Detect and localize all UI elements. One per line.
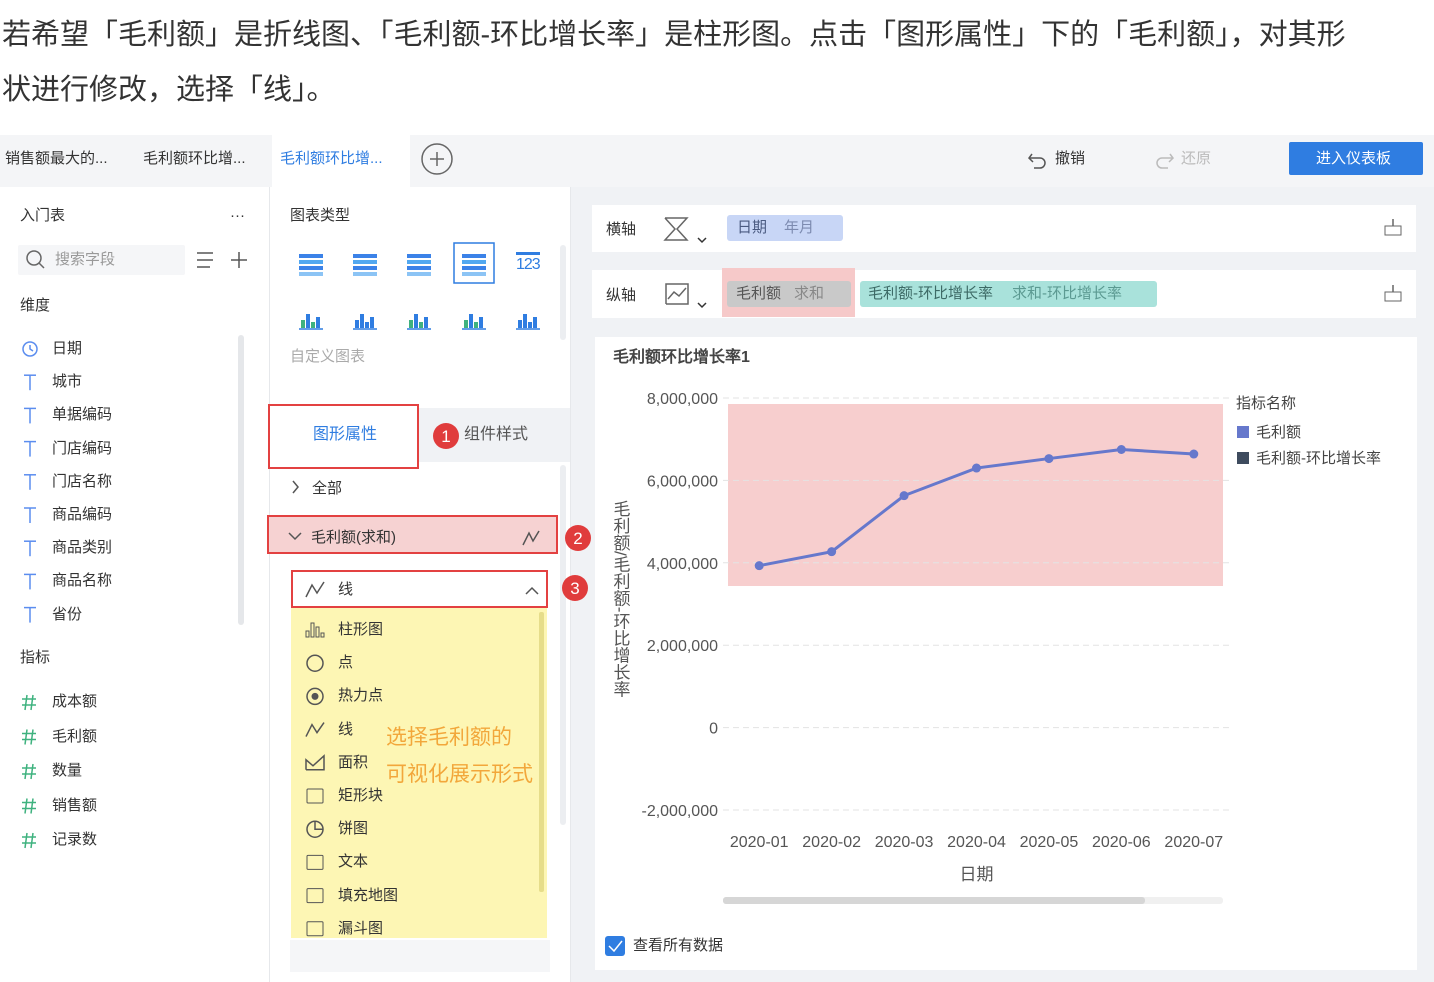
shape-option[interactable]: 点: [338, 654, 354, 672]
shape-option[interactable]: 热力点: [338, 687, 384, 705]
dimension-item[interactable]: 商品编码: [52, 506, 113, 523]
axis-label: 纵轴: [606, 287, 637, 304]
tab[interactable]: 组件样式: [464, 426, 529, 443]
section-title: 图表类型: [290, 207, 351, 224]
metric-item[interactable]: 成本额: [52, 693, 98, 710]
highlight-box[interactable]: [267, 515, 558, 554]
shape-option[interactable]: 文本: [338, 853, 369, 871]
dimension-item[interactable]: 门店名称: [52, 472, 113, 490]
undo[interactable]: 撤销: [1055, 150, 1086, 167]
menu[interactable]: ···: [230, 207, 245, 224]
shape-option[interactable]: 柱形图: [338, 621, 384, 638]
dimension-item[interactable]: 单据编码: [52, 406, 113, 424]
instruction: 若希望「毛利额」是折线图、「毛利额-环比增长率」是柱形图。点击「图形属性」下的「…: [2, 19, 1346, 106]
shape-option[interactable]: 面积: [338, 753, 369, 771]
tab[interactable]: 毛利额环比增...: [143, 150, 246, 167]
input: [290, 940, 550, 972]
highlight-box: [268, 404, 419, 469]
tab-bar: [0, 135, 1434, 187]
active-tab-bg: [272, 135, 410, 187]
field-sub: 求和-环比增长率: [1012, 285, 1122, 302]
enter-label[interactable]: 进入仪表板: [1316, 150, 1392, 167]
section-title: 维度: [20, 297, 51, 314]
annotation: 选择毛利额的: [386, 726, 512, 749]
metric-item[interactable]: 毛利额: [52, 727, 98, 745]
dimension-item[interactable]: 商品名称: [52, 572, 113, 590]
tree-item[interactable]: 全部: [312, 480, 343, 497]
chart-title: 毛利额环比增长率1: [613, 349, 750, 366]
shape-option[interactable]: 漏斗图: [338, 919, 384, 937]
redo[interactable]: 还原: [1181, 150, 1212, 167]
chart-card: [595, 337, 1417, 970]
axis-label: 横轴: [606, 221, 637, 238]
section-title: 指标: [20, 649, 51, 666]
left-panel: [0, 187, 270, 982]
section-title: 自定义图表: [290, 348, 366, 365]
shape-select[interactable]: 线: [338, 581, 354, 598]
field-name: 日期: [737, 219, 768, 236]
dimension-item[interactable]: 商品类别: [52, 539, 113, 557]
annotation: 可视化展示形式: [386, 763, 533, 786]
table-name: 入门表: [20, 207, 66, 224]
metric-item[interactable]: 数量: [52, 762, 83, 779]
highlight-box[interactable]: [291, 570, 548, 608]
shape-option[interactable]: 填充地图: [338, 886, 399, 904]
tab[interactable]: 毛利额环比增...: [280, 150, 383, 167]
shape-option[interactable]: 饼图: [338, 820, 369, 838]
y-field-pill[interactable]: [860, 281, 1157, 307]
tree-item[interactable]: 毛利额(求和): [311, 529, 396, 546]
dropdown: [291, 607, 547, 938]
field-sub: 求和: [794, 285, 825, 302]
field-name: 毛利额-环比增长率: [868, 285, 993, 302]
shape-option[interactable]: 矩形块: [338, 787, 384, 804]
dimension-item[interactable]: 门店编码: [52, 439, 113, 457]
tab[interactable]: 销售额最大的...: [5, 150, 108, 167]
field-sub: 年月: [784, 219, 815, 236]
tab[interactable]: 图形属性: [313, 426, 378, 443]
search-placeholder: 搜索字段: [55, 251, 116, 268]
checkbox-label[interactable]: 查看所有数据: [633, 937, 724, 954]
y-field-pill[interactable]: [727, 281, 851, 307]
metric-item[interactable]: 销售额: [52, 796, 98, 814]
dimension-item[interactable]: 城市: [52, 373, 83, 391]
dimension-item[interactable]: 日期: [52, 340, 83, 357]
search-box[interactable]: [18, 245, 185, 275]
enter-button[interactable]: [1289, 142, 1423, 175]
dimension-item[interactable]: 省份: [52, 605, 83, 623]
shape-option[interactable]: 线: [338, 720, 354, 738]
field-name: 毛利额: [736, 285, 782, 302]
x-axis-row: [592, 205, 1416, 252]
x-field-pill[interactable]: [727, 215, 843, 241]
metric-item[interactable]: 记录数: [52, 831, 98, 848]
chart-type-icon[interactable]: 123: [516, 256, 541, 273]
